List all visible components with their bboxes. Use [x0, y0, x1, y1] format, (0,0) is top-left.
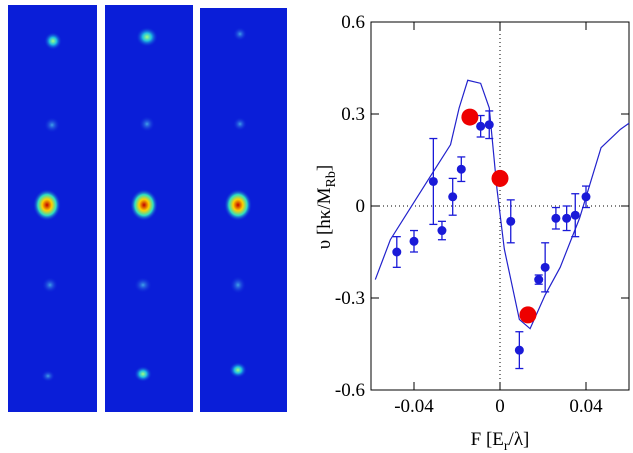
- data-point: [484, 120, 494, 130]
- x-label-end: /λ]: [509, 429, 530, 450]
- data-point: [456, 164, 466, 174]
- y-tick-label: 0: [356, 196, 366, 217]
- x-tick-label: 0: [495, 396, 505, 417]
- data-point: [540, 262, 550, 272]
- data-point: [476, 121, 486, 131]
- highlight-point: [519, 306, 537, 324]
- data-point: [581, 192, 591, 202]
- y-label-sub: Rb: [324, 171, 339, 187]
- data-point: [428, 176, 438, 186]
- y-label-end: ]: [314, 165, 335, 171]
- data-point: [409, 236, 419, 246]
- data-point: [448, 192, 458, 202]
- y-tick-label: -0.3: [335, 288, 365, 309]
- x-tick-label: -0.04: [394, 396, 434, 417]
- x-tick-label: 0.04: [569, 396, 603, 417]
- data-point: [392, 247, 402, 257]
- data-point: [514, 345, 524, 355]
- y-tick-label: 0.3: [341, 104, 365, 125]
- data-point: [562, 213, 572, 223]
- x-label-main: F [E: [471, 429, 504, 450]
- y-label-main: υ [hκ/M: [314, 187, 335, 249]
- data-point: [506, 216, 516, 226]
- data-point: [551, 213, 561, 223]
- y-axis-label: υ [hκ/MRb]: [314, 165, 339, 249]
- data-point: [570, 210, 580, 220]
- data-point: [437, 226, 447, 236]
- highlight-point: [491, 169, 509, 187]
- highlight-point: [461, 108, 479, 126]
- x-axis-label: F [Er/λ]: [471, 429, 530, 453]
- y-tick-label: -0.6: [335, 380, 365, 401]
- y-tick-label: 0.6: [341, 12, 365, 33]
- x-label-sub: r: [504, 439, 509, 453]
- absorption-images: [8, 5, 287, 412]
- model-curve: [374, 79, 630, 330]
- data-point: [534, 275, 544, 285]
